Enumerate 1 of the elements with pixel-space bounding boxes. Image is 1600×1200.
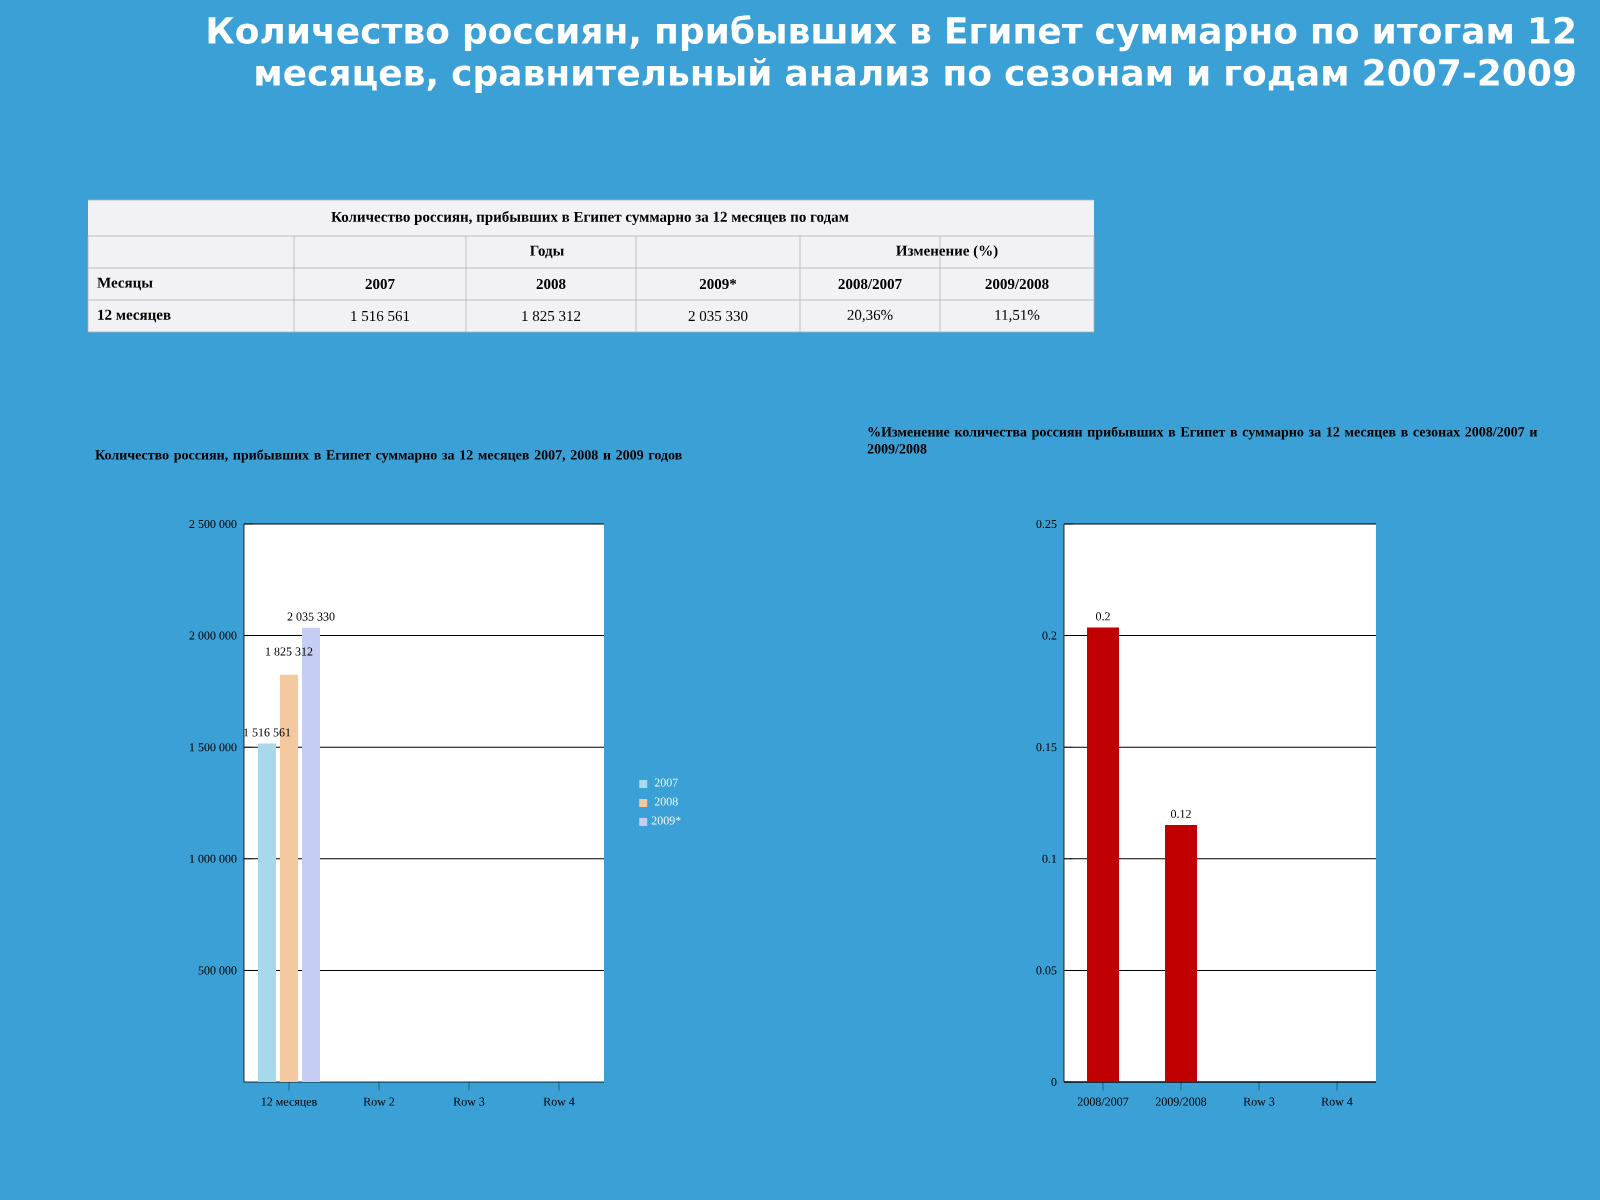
text: Количество россиян, прибывших в Египет суммарно по итогам 12 месяцев, сравнительный анализ по сезонам и годам 2007-2009 bbox=[208, 15, 1575, 94]
